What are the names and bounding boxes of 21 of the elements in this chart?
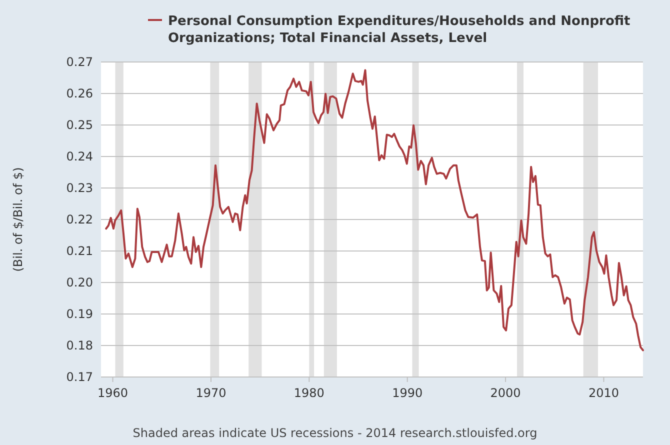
x-tick-label: 1970 <box>196 386 226 400</box>
y-tick-label: 0.21 <box>66 244 93 258</box>
x-tick-label: 1990 <box>392 386 423 400</box>
y-tick-label: 0.25 <box>66 118 93 132</box>
x-tick-label: 1960 <box>98 386 128 400</box>
x-tick-label: 2000 <box>490 386 521 400</box>
y-tick-label: 0.24 <box>66 150 93 164</box>
text: Shaded areas indicate US recessions - 2014 research.stlouisfed.org <box>132 426 538 440</box>
legend-label: Personal Consumption Expenditures/Households and Nonprofit Organizations; Total Financial Assets, Level <box>168 14 630 46</box>
y-tick-label: 0.20 <box>66 276 93 290</box>
y-tick-label: 0.27 <box>66 55 93 69</box>
y-tick-label: 0.19 <box>66 307 93 321</box>
y-tick-label: 0.26 <box>66 86 93 100</box>
y-tick-label: 0.17 <box>66 370 93 384</box>
y-tick-label: 0.18 <box>66 338 93 352</box>
y-tick-label: 0.23 <box>66 181 93 195</box>
y-axis-title: (Bil. of $/Bil. of $) <box>11 167 25 272</box>
line-series <box>105 69 644 352</box>
y-tick-label: 0.22 <box>66 212 93 226</box>
x-tick-label: 2010 <box>588 386 619 400</box>
x-tick-label: 1980 <box>294 386 324 400</box>
